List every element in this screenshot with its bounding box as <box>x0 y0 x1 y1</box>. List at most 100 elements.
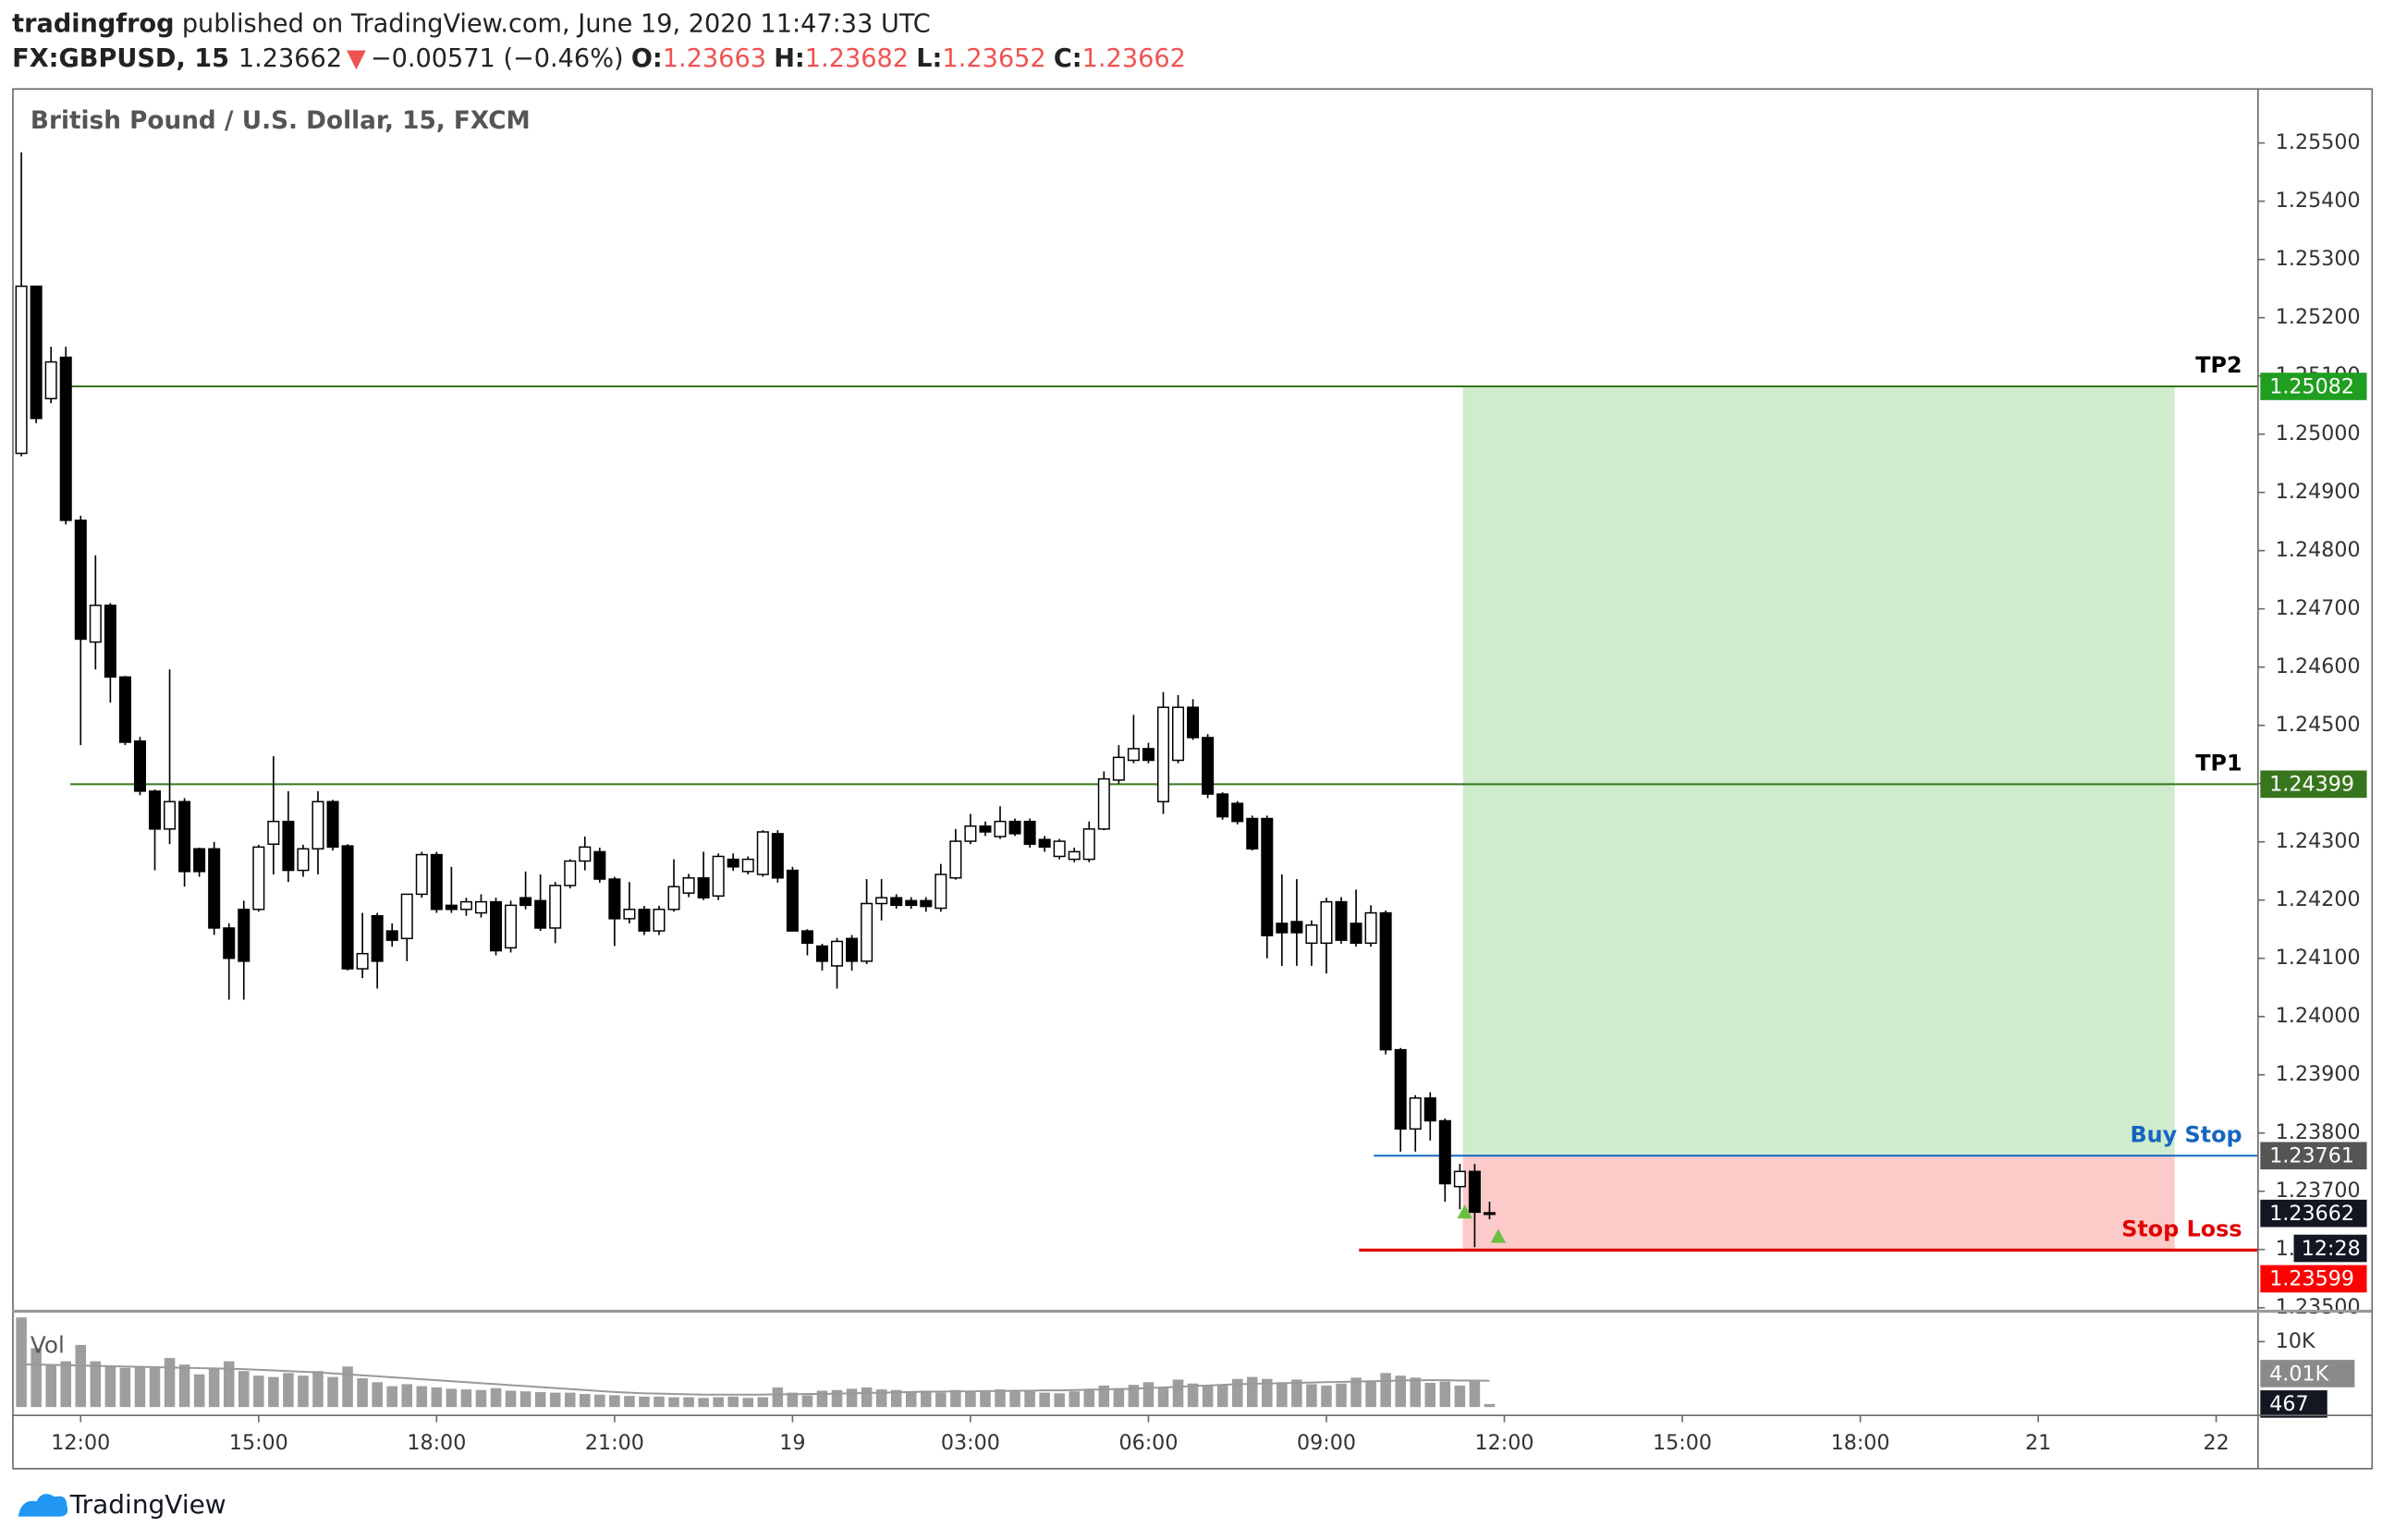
chart-title: British Pound / U.S. Dollar, 15, FXCM <box>31 107 531 135</box>
volume-bar <box>609 1395 620 1408</box>
candle-body <box>579 846 592 862</box>
candle-body <box>727 858 739 868</box>
volume-bar <box>327 1376 338 1408</box>
candle-body <box>15 285 28 455</box>
volume-bar <box>431 1387 443 1408</box>
volume-bar <box>1231 1378 1243 1408</box>
volume-bar <box>1009 1390 1020 1408</box>
x-tick-label: 15:00 <box>229 1431 288 1455</box>
candle-body <box>1008 820 1021 835</box>
candle-body <box>445 904 458 911</box>
volume-bar <box>45 1364 56 1408</box>
volume-bar <box>1202 1386 1214 1408</box>
close-value: 1.23662 <box>1082 44 1186 73</box>
candle-body <box>490 900 503 952</box>
candle-body <box>653 909 666 932</box>
level-badge-label: 1.23761 <box>2269 1144 2354 1168</box>
candle-body <box>564 860 577 886</box>
volume-bar <box>1039 1392 1050 1408</box>
y-tick-label: 1.25400 <box>2276 189 2361 213</box>
candle-body <box>1438 1119 1451 1185</box>
y-tick-label: 1.24200 <box>2276 887 2361 911</box>
y-tick-label: 1.25500 <box>2276 130 2361 154</box>
volume-bar <box>238 1371 250 1408</box>
y-tick-label: 1.24000 <box>2276 1004 2361 1028</box>
candle-body <box>400 893 413 940</box>
candle-body <box>994 820 1007 837</box>
brand: TradingView <box>69 1489 226 1520</box>
candle-body <box>1246 817 1259 850</box>
candle-body <box>964 825 977 842</box>
volume-bar <box>223 1361 235 1408</box>
candle-body <box>1142 748 1154 762</box>
candle-body <box>861 902 873 962</box>
volume-bar <box>60 1361 72 1408</box>
volume-bar <box>283 1373 294 1408</box>
candle-body <box>1127 748 1140 762</box>
order-marker <box>1457 1204 1472 1219</box>
candle-body <box>118 676 131 743</box>
volume-bar <box>831 1389 843 1408</box>
level-badge <box>2260 373 2367 400</box>
volume-bar <box>1410 1377 1422 1408</box>
volume-bar <box>134 1366 146 1408</box>
order-marker <box>1490 1228 1507 1243</box>
candle-body <box>1097 777 1110 830</box>
volume-bar <box>1454 1385 1466 1408</box>
volume-bar <box>1262 1378 1273 1408</box>
volume-bar <box>475 1389 487 1408</box>
candle-body <box>1453 1170 1466 1188</box>
volume-bar <box>654 1396 665 1408</box>
candle-body <box>920 899 933 908</box>
volume-bar <box>1187 1383 1199 1408</box>
candle-body <box>623 909 636 920</box>
volume-bar <box>1098 1385 1110 1408</box>
candle-body <box>430 853 443 911</box>
level-badge <box>2260 1265 2367 1293</box>
candle-body <box>1423 1097 1436 1122</box>
volume-bar <box>950 1389 961 1408</box>
candle-body <box>667 886 680 911</box>
candle-body <box>741 858 754 873</box>
volume-bar <box>1069 1391 1081 1408</box>
price-badge <box>2260 1199 2367 1228</box>
last-price: 1.23662 <box>238 44 342 73</box>
candle-body <box>1216 793 1229 818</box>
level-label: TP1 <box>2195 750 2242 776</box>
x-tick-label: 18:00 <box>407 1431 466 1455</box>
candle-body <box>771 833 784 879</box>
close-label: C: <box>1054 44 1082 73</box>
price-badge-label: 1.23662 <box>2269 1202 2354 1226</box>
volume-bar <box>357 1378 368 1408</box>
x-tick-label: 12:00 <box>1475 1431 1534 1455</box>
volume-bar <box>727 1396 739 1408</box>
candle-body <box>1202 737 1215 795</box>
volume-bar <box>1424 1382 1436 1408</box>
candle-body <box>371 914 384 962</box>
candle-body <box>267 820 280 845</box>
candle-body <box>178 801 191 873</box>
candle-body <box>415 853 428 896</box>
volume-bar <box>149 1367 161 1408</box>
candle-body <box>148 790 162 830</box>
candle-body <box>682 877 695 894</box>
y-tick-label: 1.24600 <box>2276 654 2361 678</box>
volume-bar <box>298 1375 309 1408</box>
candle-body <box>1261 817 1274 936</box>
change: −0.00571 (−0.46%) <box>371 44 624 73</box>
level-badge-label: 1.23599 <box>2269 1267 2354 1291</box>
candle-body <box>1394 1048 1407 1131</box>
candle-body <box>1156 706 1170 802</box>
volume-bar <box>624 1396 635 1408</box>
candle-body <box>815 945 829 962</box>
candle-body <box>697 877 710 898</box>
volume-bar <box>1350 1377 1362 1408</box>
volume-bar <box>816 1390 828 1408</box>
volume-tick-label: 10K <box>2276 1329 2316 1353</box>
volume-bar <box>639 1396 650 1408</box>
volume-bar <box>342 1366 353 1408</box>
candle-body <box>1023 820 1036 845</box>
candle-body <box>890 897 903 907</box>
candle-body <box>593 850 606 880</box>
volume-bar <box>519 1391 531 1408</box>
